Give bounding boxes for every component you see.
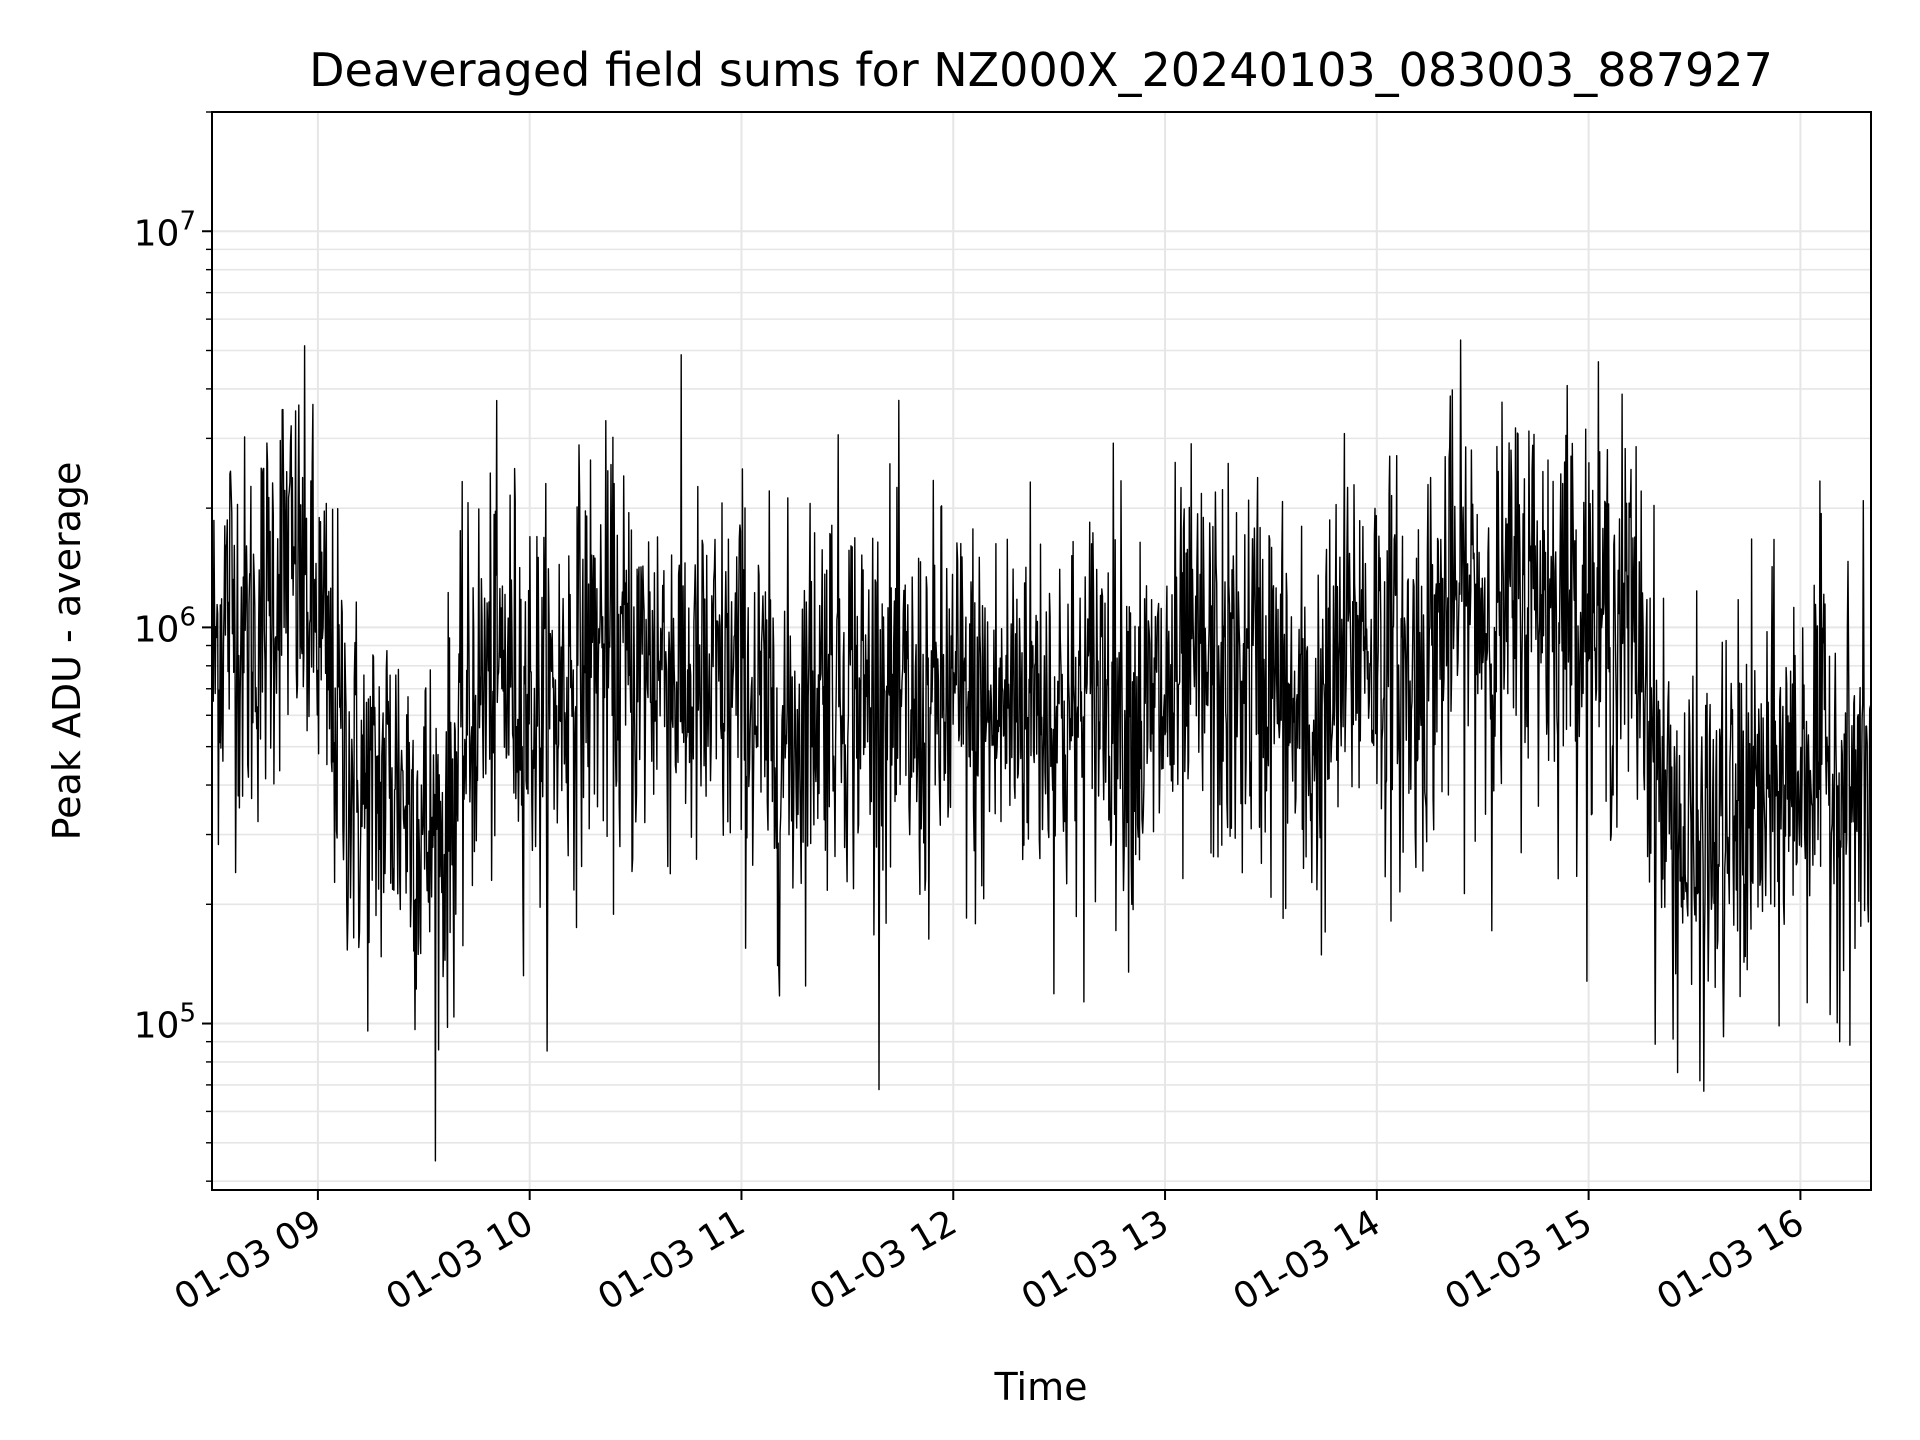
data-line — [211, 339, 1872, 1162]
y-axis: 105 106 107 — [134, 111, 212, 1182]
y-axis-label: Peak ADU - average — [45, 462, 89, 841]
plot-frame — [211, 111, 1872, 1191]
y-tick-label: 105 — [134, 999, 196, 1047]
y-tick-label: 107 — [134, 206, 196, 254]
y-tick-label: 106 — [134, 602, 196, 650]
data-line-group — [211, 339, 1872, 1162]
x-axis-label: Time — [994, 1365, 1088, 1409]
chart-title: Deaveraged field sums for NZ000X_2024010… — [309, 43, 1773, 97]
